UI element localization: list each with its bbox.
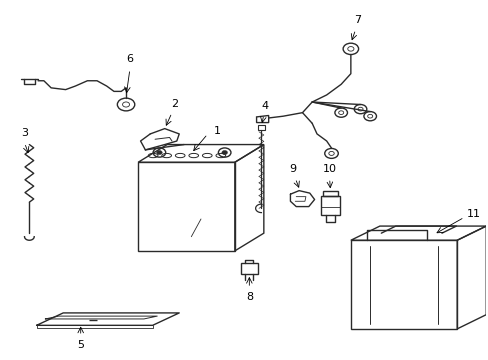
Text: 11: 11 (466, 209, 480, 219)
Text: 8: 8 (245, 292, 252, 302)
Text: 2: 2 (170, 99, 178, 109)
Circle shape (156, 150, 162, 154)
Text: 5: 5 (77, 340, 84, 350)
Circle shape (222, 150, 227, 154)
Text: 6: 6 (126, 54, 133, 64)
Text: 4: 4 (261, 101, 268, 111)
Text: 10: 10 (322, 164, 336, 174)
Text: 7: 7 (354, 15, 361, 25)
Text: 3: 3 (21, 128, 28, 138)
Text: 1: 1 (213, 126, 220, 136)
Text: 9: 9 (289, 164, 296, 174)
